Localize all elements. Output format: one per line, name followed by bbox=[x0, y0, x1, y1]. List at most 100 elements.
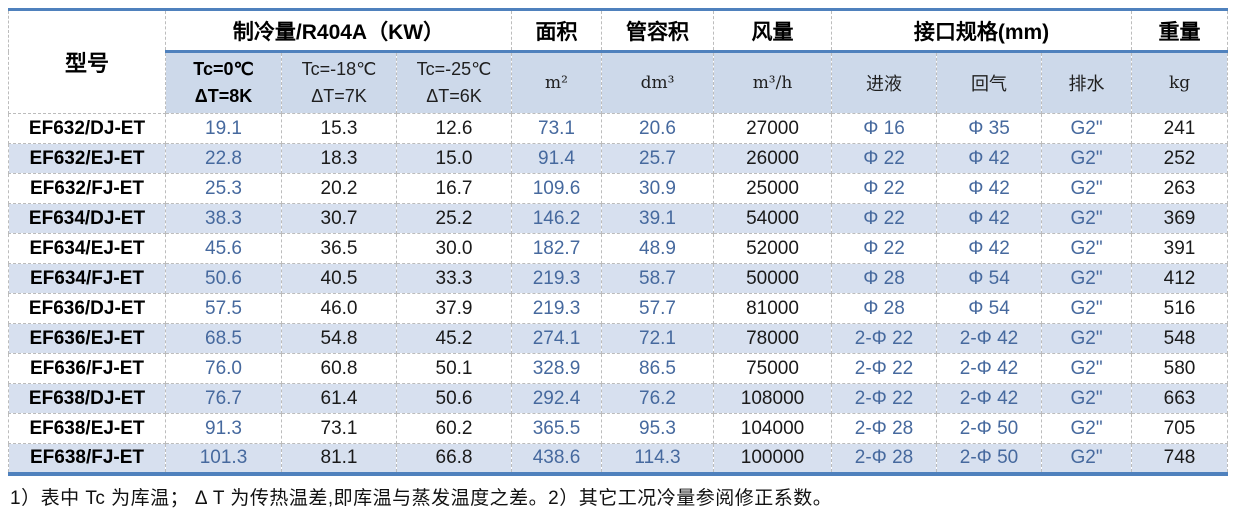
model-cell: EF634/FJ-ET bbox=[8, 263, 166, 294]
area-cell: 219.3 bbox=[511, 293, 602, 324]
weight-cell: 580 bbox=[1131, 353, 1229, 384]
cooling-tc18-cell: 81.1 bbox=[281, 443, 397, 476]
drain-cell: G2" bbox=[1040, 443, 1133, 476]
col-header-model: 型号 bbox=[8, 8, 166, 114]
model-cell: EF636/FJ-ET bbox=[8, 353, 166, 384]
col-subheader-tc0: Tc=0℃ ΔT=8K bbox=[165, 51, 282, 114]
cooling-tc0-cell: 57.5 bbox=[165, 293, 282, 324]
table-row: EF638/DJ-ET 76.7 61.4 50.6 292.4 76.2 10… bbox=[8, 383, 1229, 414]
col-header-weight: 重量 bbox=[1131, 8, 1229, 53]
airflow-cell: 81000 bbox=[713, 293, 832, 324]
cooling-tc18-cell: 30.7 bbox=[281, 203, 397, 234]
drain-cell: G2" bbox=[1040, 383, 1133, 414]
area-cell: 328.9 bbox=[511, 353, 602, 384]
col-subheader-airflow-unit: m³/h bbox=[713, 51, 832, 114]
tc18-delta-label: ΔT=7K bbox=[311, 86, 367, 106]
cooling-tc18-cell: 20.2 bbox=[281, 173, 397, 204]
cooling-tc0-cell: 91.3 bbox=[165, 413, 282, 444]
liquid-in-cell: 2-Φ 22 bbox=[831, 353, 937, 384]
cooling-tc18-cell: 18.3 bbox=[281, 143, 397, 174]
area-cell: 219.3 bbox=[511, 263, 602, 294]
cooling-tc18-cell: 46.0 bbox=[281, 293, 397, 324]
weight-cell: 548 bbox=[1131, 323, 1229, 354]
table-row: EF632/FJ-ET 25.3 20.2 16.7 109.6 30.9 25… bbox=[8, 173, 1229, 204]
weight-cell: 516 bbox=[1131, 293, 1229, 324]
col-header-cooling-group: 制冷量/R404A（KW） bbox=[165, 8, 512, 53]
gas-return-cell: Φ 42 bbox=[936, 233, 1042, 264]
cooling-tc25-cell: 37.9 bbox=[396, 293, 512, 324]
col-header-volume: 管容积 bbox=[601, 8, 714, 53]
model-cell: EF638/EJ-ET bbox=[8, 413, 166, 444]
volume-cell: 39.1 bbox=[601, 203, 714, 234]
model-cell: EF636/DJ-ET bbox=[8, 293, 166, 324]
weight-cell: 391 bbox=[1131, 233, 1229, 264]
weight-cell: 705 bbox=[1131, 413, 1229, 444]
liquid-in-cell: Φ 16 bbox=[831, 113, 937, 144]
model-cell: EF636/EJ-ET bbox=[8, 323, 166, 354]
liquid-in-cell: 2-Φ 28 bbox=[831, 413, 937, 444]
cooling-tc25-cell: 60.2 bbox=[396, 413, 512, 444]
area-cell: 438.6 bbox=[511, 443, 602, 476]
gas-return-cell: Φ 54 bbox=[936, 293, 1042, 324]
volume-cell: 86.5 bbox=[601, 353, 714, 384]
gas-return-cell: Φ 42 bbox=[936, 143, 1042, 174]
cooling-tc0-cell: 76.0 bbox=[165, 353, 282, 384]
airflow-cell: 100000 bbox=[713, 443, 832, 476]
liquid-in-cell: 2-Φ 22 bbox=[831, 383, 937, 414]
cooling-tc25-cell: 50.1 bbox=[396, 353, 512, 384]
volume-cell: 57.7 bbox=[601, 293, 714, 324]
cooling-tc0-cell: 101.3 bbox=[165, 443, 282, 476]
drain-cell: G2" bbox=[1040, 293, 1133, 324]
table-row: EF638/EJ-ET 91.3 73.1 60.2 365.5 95.3 10… bbox=[8, 413, 1229, 444]
liquid-in-cell: 2-Φ 22 bbox=[831, 323, 937, 354]
col-subheader-tc25: Tc=-25℃ ΔT=6K bbox=[396, 51, 512, 114]
weight-cell: 663 bbox=[1131, 383, 1229, 414]
cooling-tc25-cell: 66.8 bbox=[396, 443, 512, 476]
cooling-tc18-cell: 54.8 bbox=[281, 323, 397, 354]
cooling-tc25-cell: 16.7 bbox=[396, 173, 512, 204]
col-subheader-weight-unit: kg bbox=[1131, 51, 1229, 114]
drain-cell: G2" bbox=[1040, 233, 1133, 264]
model-cell: EF632/FJ-ET bbox=[8, 173, 166, 204]
airflow-cell: 25000 bbox=[713, 173, 832, 204]
model-cell: EF632/DJ-ET bbox=[8, 113, 166, 144]
volume-cell: 95.3 bbox=[601, 413, 714, 444]
volume-cell: 58.7 bbox=[601, 263, 714, 294]
col-subheader-liquid-in: 进液 bbox=[831, 51, 937, 114]
cooling-tc0-cell: 38.3 bbox=[165, 203, 282, 234]
liquid-in-cell: Φ 22 bbox=[831, 173, 937, 204]
cooling-tc18-cell: 60.8 bbox=[281, 353, 397, 384]
cooling-tc18-cell: 36.5 bbox=[281, 233, 397, 264]
gas-return-cell: 2-Φ 42 bbox=[936, 353, 1042, 384]
volume-cell: 48.9 bbox=[601, 233, 714, 264]
liquid-in-cell: 2-Φ 28 bbox=[831, 443, 937, 476]
volume-cell: 20.6 bbox=[601, 113, 714, 144]
airflow-cell: 78000 bbox=[713, 323, 832, 354]
cooling-tc25-cell: 33.3 bbox=[396, 263, 512, 294]
cooling-tc0-cell: 22.8 bbox=[165, 143, 282, 174]
cooling-tc0-cell: 25.3 bbox=[165, 173, 282, 204]
drain-cell: G2" bbox=[1040, 113, 1133, 144]
airflow-cell: 54000 bbox=[713, 203, 832, 234]
airflow-cell: 26000 bbox=[713, 143, 832, 174]
cooling-tc0-cell: 19.1 bbox=[165, 113, 282, 144]
model-cell: EF634/DJ-ET bbox=[8, 203, 166, 234]
table-row: EF636/DJ-ET 57.5 46.0 37.9 219.3 57.7 81… bbox=[8, 293, 1229, 324]
tc0-delta-label: ΔT=8K bbox=[194, 86, 253, 106]
weight-cell: 412 bbox=[1131, 263, 1229, 294]
gas-return-cell: Φ 35 bbox=[936, 113, 1042, 144]
airflow-cell: 108000 bbox=[713, 383, 832, 414]
drain-cell: G2" bbox=[1040, 323, 1133, 354]
table-row: EF636/FJ-ET 76.0 60.8 50.1 328.9 86.5 75… bbox=[8, 353, 1229, 384]
cooling-tc25-cell: 30.0 bbox=[396, 233, 512, 264]
footnote: 1）表中 Tc 为库温； Δ T 为传热温差,即库温与蒸发温度之差。2）其它工况… bbox=[10, 487, 833, 509]
model-cell: EF634/EJ-ET bbox=[8, 233, 166, 264]
header-row-groups: 型号 制冷量/R404A（KW） 面积 管容积 风量 接口规格(mm) 重量 bbox=[8, 8, 1229, 114]
cooling-tc25-cell: 45.2 bbox=[396, 323, 512, 354]
volume-cell: 30.9 bbox=[601, 173, 714, 204]
cooling-tc25-cell: 15.0 bbox=[396, 143, 512, 174]
gas-return-cell: 2-Φ 50 bbox=[936, 413, 1042, 444]
tc0-condition-label: Tc=0℃ bbox=[193, 59, 254, 79]
airflow-cell: 50000 bbox=[713, 263, 832, 294]
model-cell: EF632/EJ-ET bbox=[8, 143, 166, 174]
